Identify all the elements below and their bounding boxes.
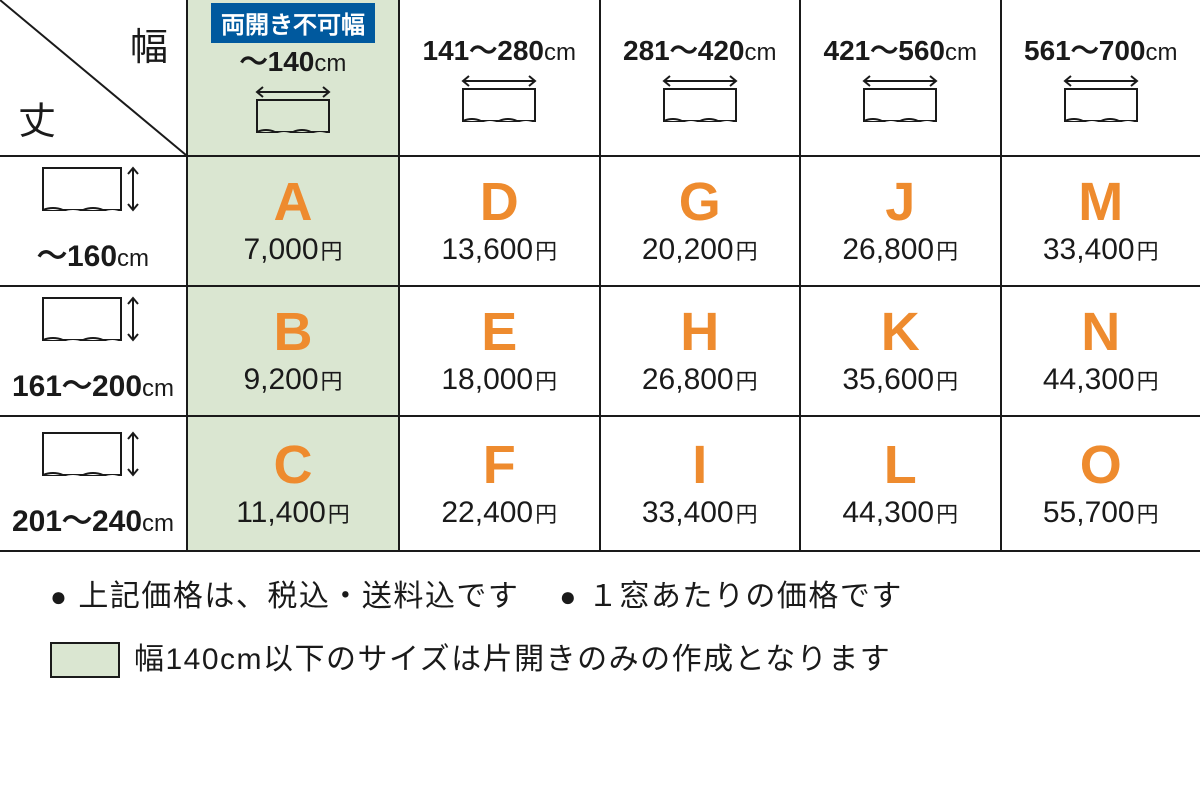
price-cell-H: H 26,800円 [599, 285, 800, 415]
price-value: 7,000円 [243, 233, 342, 267]
price-letter: O [1080, 438, 1122, 492]
note-1: ● 上記価格は、税込・送料込です [50, 574, 519, 619]
price-letter: M [1078, 175, 1123, 229]
note-3: 幅140cm以下のサイズは片開きのみの作成となります [50, 637, 1170, 682]
price-value: 13,600円 [441, 233, 557, 267]
curtain-height-icon [41, 292, 145, 355]
curtain-width-icon [658, 73, 742, 134]
width-header-1: 141～280cm [398, 0, 599, 155]
price-letter: K [881, 305, 920, 359]
price-value: 20,200円 [642, 233, 758, 267]
curtain-width-icon [858, 73, 942, 134]
width-range-label: 141～280cm [423, 29, 576, 69]
note-text: １窓あたりの価格です [588, 574, 903, 619]
width-header-0: 両開き不可幅 ～140cm [186, 0, 398, 155]
width-range-label: 421～560cm [824, 29, 977, 69]
price-cell-C: C 11,400円 [186, 415, 398, 550]
price-letter: D [480, 175, 519, 229]
price-value: 35,600円 [842, 363, 958, 397]
price-letter: I [692, 438, 707, 492]
price-value: 26,800円 [842, 233, 958, 267]
width-range-label: ～140cm [240, 40, 347, 80]
height-header-1: 161～200cm [0, 285, 186, 415]
price-value: 44,300円 [1043, 363, 1159, 397]
note-2: ● １窓あたりの価格です [559, 574, 902, 619]
badge: 両開き不可幅 [211, 3, 375, 43]
price-cell-B: B 9,200円 [186, 285, 398, 415]
highlight-swatch-icon [50, 642, 120, 678]
note-text: 幅140cm以下のサイズは片開きのみの作成となります [134, 637, 891, 682]
height-range-label: 201～240cm [12, 496, 174, 540]
price-value: 9,200円 [243, 363, 342, 397]
curtain-width-icon [251, 84, 335, 145]
price-letter: G [679, 175, 721, 229]
width-range-label: 281～420cm [623, 29, 776, 69]
curtain-width-icon [457, 73, 541, 134]
price-letter: H [680, 305, 719, 359]
curtain-width-icon [1059, 73, 1143, 134]
price-letter: L [884, 438, 917, 492]
note-text: 上記価格は、税込・送料込です [78, 574, 519, 619]
height-axis-label: 丈 [18, 90, 56, 145]
bullet-icon: ● [50, 576, 68, 618]
price-cell-D: D 13,600円 [398, 155, 599, 285]
price-value: 26,800円 [642, 363, 758, 397]
notes-row-1: ● 上記価格は、税込・送料込です ● １窓あたりの価格です [50, 574, 1170, 619]
curtain-height-icon [41, 162, 145, 225]
price-value: 11,400円 [236, 496, 350, 530]
price-letter: F [483, 438, 516, 492]
price-cell-N: N 44,300円 [1000, 285, 1200, 415]
price-cell-A: A 7,000円 [186, 155, 398, 285]
price-cell-L: L 44,300円 [799, 415, 1000, 550]
price-cell-K: K 35,600円 [799, 285, 1000, 415]
price-value: 55,700円 [1043, 496, 1159, 530]
corner-cell: 幅 丈 [0, 0, 186, 155]
curtain-height-icon [41, 427, 145, 490]
height-range-label: 161～200cm [12, 361, 174, 405]
price-value: 22,400円 [441, 496, 557, 530]
notes-section: ● 上記価格は、税込・送料込です ● １窓あたりの価格です 幅140cm以下のサ… [0, 552, 1200, 682]
price-value: 44,300円 [842, 496, 958, 530]
price-cell-I: I 33,400円 [599, 415, 800, 550]
price-cell-E: E 18,000円 [398, 285, 599, 415]
width-header-3: 421～560cm [799, 0, 1000, 155]
height-header-0: ～160cm [0, 155, 186, 285]
width-range-label: 561～700cm [1024, 29, 1177, 69]
price-value: 18,000円 [441, 363, 557, 397]
price-cell-G: G 20,200円 [599, 155, 800, 285]
price-letter: C [274, 438, 313, 492]
height-range-label: ～160cm [37, 231, 149, 275]
price-table: 幅 丈 両開き不可幅 ～140cm 141～280cm [0, 0, 1200, 552]
price-cell-O: O 55,700円 [1000, 415, 1200, 550]
price-letter: A [274, 175, 313, 229]
price-cell-J: J 26,800円 [799, 155, 1000, 285]
width-header-2: 281～420cm [599, 0, 800, 155]
price-letter: J [885, 175, 915, 229]
price-cell-M: M 33,400円 [1000, 155, 1200, 285]
price-value: 33,400円 [642, 496, 758, 530]
height-header-2: 201～240cm [0, 415, 186, 550]
price-cell-F: F 22,400円 [398, 415, 599, 550]
price-letter: E [481, 305, 517, 359]
price-letter: N [1081, 305, 1120, 359]
width-header-4: 561～700cm [1000, 0, 1200, 155]
width-axis-label: 幅 [130, 16, 168, 71]
price-value: 33,400円 [1043, 233, 1159, 267]
price-letter: B [274, 305, 313, 359]
bullet-icon: ● [559, 576, 577, 618]
